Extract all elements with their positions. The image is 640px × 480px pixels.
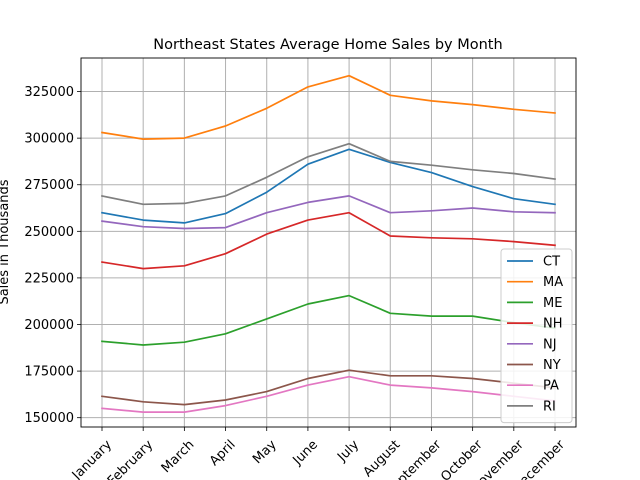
series-line-ct (101, 148, 556, 224)
legend: CT MA ME NH NJ NY PA RI (500, 248, 573, 424)
y-tick-label: 300000 (24, 132, 74, 147)
y-tick-label: 250000 (24, 225, 74, 240)
grid (81, 58, 576, 427)
y-axis-ticks: 150000 175000 200000 225000 250000 275000 3000… (24, 85, 81, 426)
legend-label: RI (543, 399, 556, 414)
legend-box (500, 248, 573, 424)
plot-frame (80, 57, 577, 428)
legend-label: PA (543, 379, 559, 394)
series-line-pa (101, 375, 556, 413)
y-tick-label: 325000 (24, 85, 74, 100)
y-tick-label: 225000 (24, 271, 74, 286)
legend-label: NY (543, 358, 561, 373)
y-tick-label: 200000 (24, 318, 74, 333)
x-tick-label: February (105, 437, 157, 480)
x-tick-label: June (290, 437, 321, 468)
x-tick-label: April (207, 437, 239, 469)
series-line-ny (101, 369, 556, 406)
series-line-ma (101, 74, 556, 140)
y-tick-label: 175000 (24, 365, 74, 380)
series-line-me (101, 294, 556, 346)
legend-label: MA (543, 275, 563, 290)
series-line-nj (101, 195, 556, 230)
y-tick-label: 150000 (24, 411, 74, 426)
x-tick-label: March (159, 437, 198, 476)
legend-label: CT (543, 255, 560, 270)
legend-label: NJ (543, 337, 557, 352)
y-axis-label: Sales in Thousands (0, 179, 12, 304)
x-tick-label: May (250, 437, 280, 467)
legend-label: NH (543, 317, 563, 332)
chart-title: Northeast States Average Home Sales by M… (153, 37, 502, 53)
x-tick-label: July (334, 437, 362, 465)
series-lines (100, 74, 556, 413)
legend-label: ME (543, 296, 562, 311)
series-line-nh (101, 211, 556, 270)
y-tick-label: 275000 (24, 178, 74, 193)
series-line-ri (100, 142, 556, 206)
